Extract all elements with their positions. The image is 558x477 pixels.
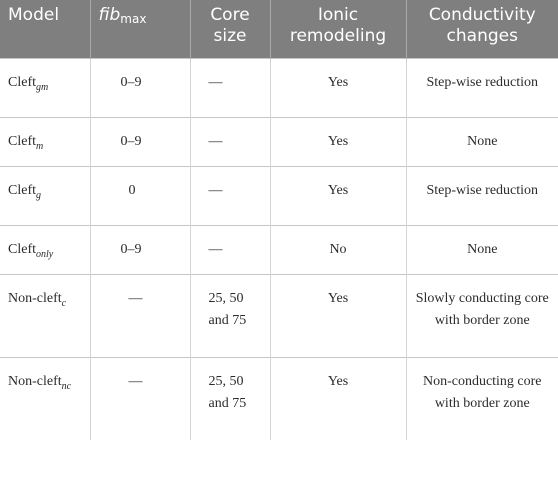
model-cell: Cleftonly (0, 224, 90, 274)
fib-max-cell: — (89, 356, 190, 440)
table-row: Non-cleftnc — 25, 50 and 75 Yes Non-cond… (0, 356, 558, 440)
core-size-cell: — (189, 224, 270, 274)
model-name: Cleft (8, 133, 36, 149)
ionic-remodeling-cell: Yes (269, 273, 406, 357)
model-name: Non-cleft (8, 373, 62, 389)
model-cell: Cleftgm (0, 57, 90, 117)
table-row: Non-cleftc — 25, 50 and 75 Yes Slowly co… (0, 273, 558, 357)
conductivity-cell: None (405, 116, 558, 166)
model-cell: Non-cleftc (0, 273, 90, 357)
conductivity-cell: Non-conducting core with border zone (405, 356, 558, 440)
header-model: Model (0, 0, 90, 58)
ionic-remodeling-cell: Yes (269, 57, 406, 117)
core-size-cell: — (189, 116, 270, 166)
header-fib-base: fib (98, 5, 121, 25)
ionic-remodeling-cell: Yes (269, 356, 406, 440)
fib-max-cell: 0–9 (89, 116, 190, 166)
core-size-cell: — (189, 57, 270, 117)
model-name: Cleft (8, 241, 36, 257)
conductivity-cell: None (405, 224, 558, 274)
header-fib-sub: max (120, 12, 147, 26)
core-size-cell: 25, 50 and 75 (189, 356, 270, 440)
ionic-remodeling-cell: Yes (269, 165, 406, 225)
model-cell: Non-cleftnc (0, 356, 90, 440)
header-row: Model fibmax Core size Ionic remodeling … (0, 0, 558, 58)
conductivity-cell: Step-wise reduction (405, 57, 558, 117)
header-ionic-remodeling: Ionic remodeling (269, 0, 406, 58)
fib-max-cell: — (89, 273, 190, 357)
model-cell: Cleftg (0, 165, 90, 225)
model-subscript: only (36, 248, 54, 260)
conductivity-cell: Step-wise reduction (405, 165, 558, 225)
model-subscript: gm (36, 81, 49, 93)
model-name: Non-cleft (8, 290, 62, 306)
fib-max-cell: 0 (89, 165, 190, 225)
ionic-remodeling-cell: Yes (269, 116, 406, 166)
fib-max-cell: 0–9 (89, 224, 190, 274)
table-row: Cleftgm 0–9 — Yes Step-wise reduction (0, 57, 558, 117)
core-size-cell: 25, 50 and 75 (189, 273, 270, 357)
core-size-cell: — (189, 165, 270, 225)
table-row: Cleftm 0–9 — Yes None (0, 116, 558, 166)
model-subscript: g (36, 189, 41, 201)
ionic-remodeling-cell: No (269, 224, 406, 274)
model-name: Cleft (8, 74, 36, 90)
header-fib-max: fibmax (89, 0, 190, 58)
header-conductivity-changes: Conductivity changes (405, 0, 558, 58)
model-name: Cleft (8, 182, 36, 198)
model-subscript: m (36, 140, 44, 152)
model-subscript: nc (61, 380, 72, 392)
fib-max-cell: 0–9 (89, 57, 190, 117)
table-row: Cleftonly 0–9 — No None (0, 224, 558, 274)
table-row: Cleftg 0 — Yes Step-wise reduction (0, 165, 558, 225)
header-core-size: Core size (189, 0, 270, 58)
models-table: Model fibmax Core size Ionic remodeling … (0, 0, 558, 440)
model-subscript: c (61, 297, 67, 309)
conductivity-cell: Slowly conducting core with border zone (405, 273, 558, 357)
model-cell: Cleftm (0, 116, 90, 166)
